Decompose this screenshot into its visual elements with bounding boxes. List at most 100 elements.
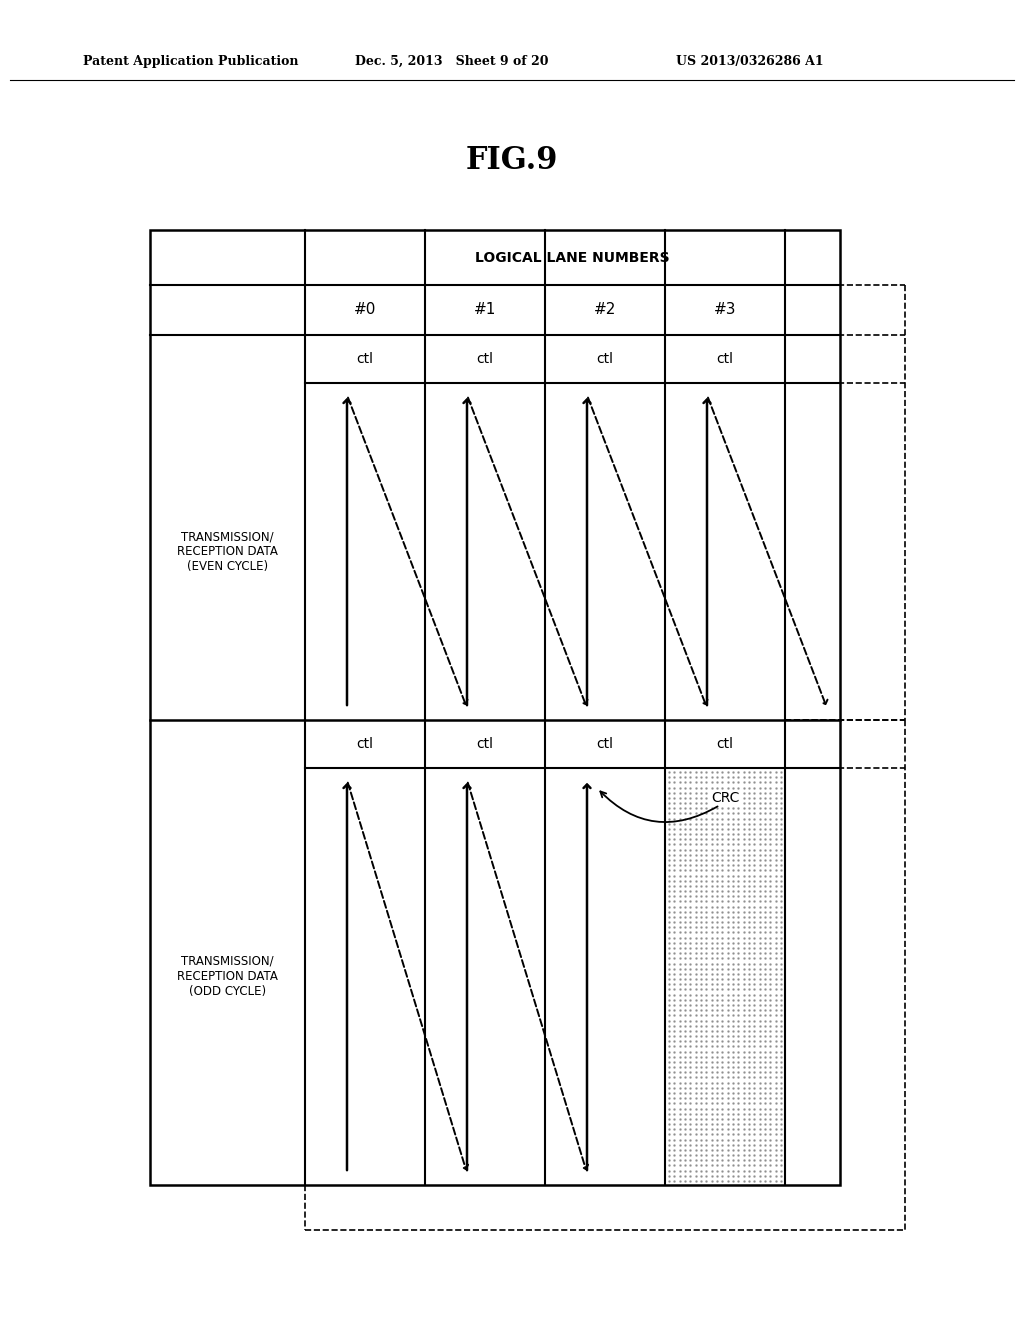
Point [720,1056,736,1077]
Point [752,1031,768,1052]
Point [725,1061,741,1082]
Point [762,772,778,793]
Point [693,1123,710,1144]
Point [687,854,703,875]
Point [725,1047,741,1068]
Point [752,1139,768,1160]
Point [660,808,677,829]
Point [762,927,778,948]
Point [720,834,736,855]
Point [773,1077,790,1098]
Point [767,850,783,871]
Point [767,818,783,840]
Point [672,1160,688,1181]
Point [757,1005,773,1026]
Point [687,1109,703,1130]
Point [725,875,741,896]
Point [709,896,725,917]
Point [677,886,693,907]
Point [703,1082,720,1104]
Text: ctl: ctl [717,737,733,751]
Point [714,932,730,953]
Point [672,1026,688,1047]
Point [746,1056,763,1077]
Point [682,1051,698,1072]
Point [746,762,763,783]
Point [714,1160,730,1181]
Point [703,1150,720,1171]
Point [762,912,778,933]
Point [746,1166,763,1187]
Point [703,834,720,855]
Point [682,1036,698,1057]
Point [709,1104,725,1125]
Point [677,1139,693,1160]
Point [714,865,730,886]
Point [693,1077,710,1098]
Point [703,1155,720,1176]
Point [672,772,688,793]
Point [773,834,790,855]
Point [693,1109,710,1130]
Point [767,1144,783,1166]
Point [682,1010,698,1031]
Point [703,886,720,907]
Point [725,850,741,871]
Point [773,1051,790,1072]
Point [767,1160,783,1181]
Point [762,787,778,808]
Point [740,891,757,912]
Point [703,787,720,808]
Point [682,1072,698,1093]
Point [709,1171,725,1192]
Point [720,942,736,964]
Point [762,1123,778,1144]
Point [667,1051,683,1072]
Point [767,1104,783,1125]
Point [762,1026,778,1047]
Point [687,865,703,886]
Point [735,792,752,813]
Point [709,803,725,824]
Point [660,912,677,933]
Point [714,1118,730,1139]
Point [698,989,715,1010]
Point [687,803,703,824]
Point [703,979,720,1001]
Point [714,859,730,880]
Point [752,845,768,866]
Point [687,767,703,788]
Point [720,824,736,845]
Point [672,840,688,861]
Point [672,948,688,969]
Point [752,1020,768,1041]
Point [725,1104,741,1125]
Point [752,1150,768,1171]
Point [714,1036,730,1057]
Point [703,1005,720,1026]
Point [757,1026,773,1047]
Point [730,762,746,783]
Point [698,797,715,818]
Point [735,1150,752,1171]
Point [725,1155,741,1176]
Point [730,921,746,942]
Point [767,1072,783,1093]
Point [693,777,710,799]
Point [757,999,773,1020]
Point [735,953,752,974]
Point [725,854,741,875]
Point [703,994,720,1015]
Point [703,783,720,804]
Point [773,772,790,793]
Point [752,767,768,788]
Point [730,1166,746,1187]
Point [687,917,703,939]
Point [720,783,736,804]
Point [752,1072,768,1093]
Point [730,787,746,808]
Point [667,964,683,985]
Point [693,1047,710,1068]
Point [762,762,778,783]
Point [773,1123,790,1144]
